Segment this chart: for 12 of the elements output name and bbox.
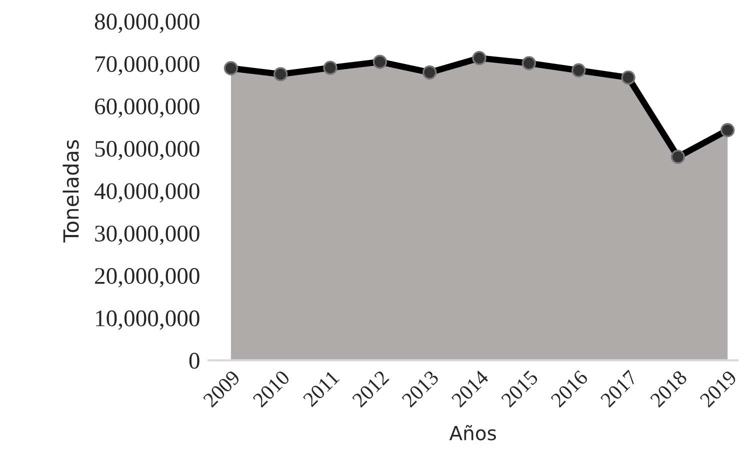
y-tick-label: 30,000,000 — [95, 226, 200, 245]
x-tick-label: 2011 — [302, 370, 340, 408]
y-tick-label: 10,000,000 — [96, 310, 200, 330]
y-tick-label: 50,000,000 — [95, 140, 200, 160]
y-tick-label: 60,000,000 — [95, 98, 200, 118]
y-axis-title: Toneladas — [62, 140, 79, 242]
x-axis-title: Años — [449, 425, 496, 440]
y-tick-label: 70,000,000 — [96, 56, 200, 76]
y-tick-label: 40,000,000 — [94, 183, 200, 203]
y-tick-label: 20,000,000 — [95, 268, 200, 288]
y-tick-label: 0 — [189, 352, 200, 369]
y-tick-label: 80,000,000 — [94, 14, 200, 34]
